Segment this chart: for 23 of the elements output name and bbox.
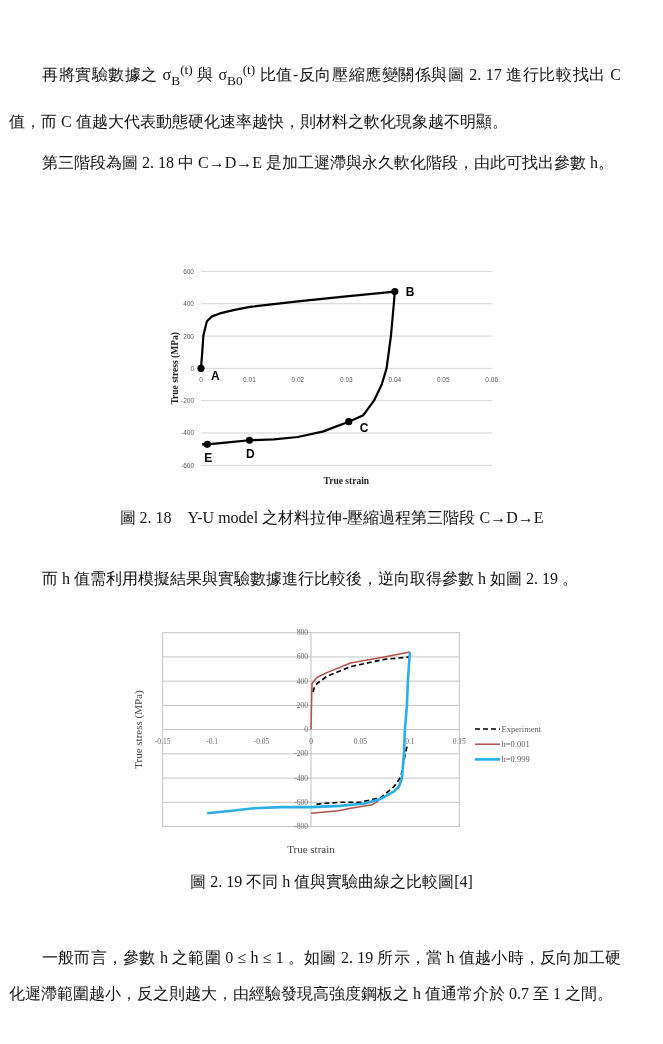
- annotation: B: [405, 284, 415, 299]
- point: [345, 418, 353, 426]
- text: 圖 2. 19 不同 h 值與實驗曲線之比較圖[4]: [189, 872, 474, 892]
- annotation: D: [246, 447, 256, 462]
- point: [391, 288, 399, 296]
- annotation: E: [204, 451, 213, 466]
- x-axis-title: True strain: [323, 476, 370, 486]
- legend-label: h=0.999: [501, 754, 530, 765]
- text: 而 h 值需利用模擬結果與實驗數據進行比較後，逆向取得參數 h 如圖 2. 19 。: [41, 569, 579, 589]
- y-axis-title: True stress (MPa): [132, 690, 145, 769]
- text: 第三階段為圖 2. 18 中 C→D→E 是加工遲滯與永久軟化階段，由此可找出參數 h。: [41, 152, 615, 173]
- annotation: A: [211, 369, 220, 384]
- point: [203, 440, 211, 448]
- legend-label: h=0.001: [501, 739, 530, 750]
- text: 圖 2. 18 Y-U model 之材料拉伸-壓縮過程第三階段 C→D→E: [118, 508, 545, 528]
- point: [245, 436, 254, 444]
- text: 一般而言，參數 h 之範圍 0 ≤ h ≤ 1 。如圖 2. 19 所示，當 h 值越小時，反向加工硬化遲滯範圍越小，反之則越大，由經驗發現高強度鋼板之 h 值通常介於 0.7 至 1 之間。: [9, 948, 621, 1004]
- annotation: C: [359, 420, 369, 435]
- point: [197, 364, 205, 372]
- text: 再將實驗數據之 σ$_{B}$$^{(t)}$ 與 σ$_{B0}$$^{(t)}$ 比值-反向壓縮應變關係與圖 2. 17 進行比較找出 C 值，而 C 值越大代表動態硬化速率越快，則材料之軟化現象越不明顯。: [9, 62, 622, 130]
- y-axis-title: True stress (MPa): [170, 332, 181, 405]
- x-axis-title: True strain: [287, 843, 336, 855]
- legend-label: Experiment: [501, 724, 542, 734]
